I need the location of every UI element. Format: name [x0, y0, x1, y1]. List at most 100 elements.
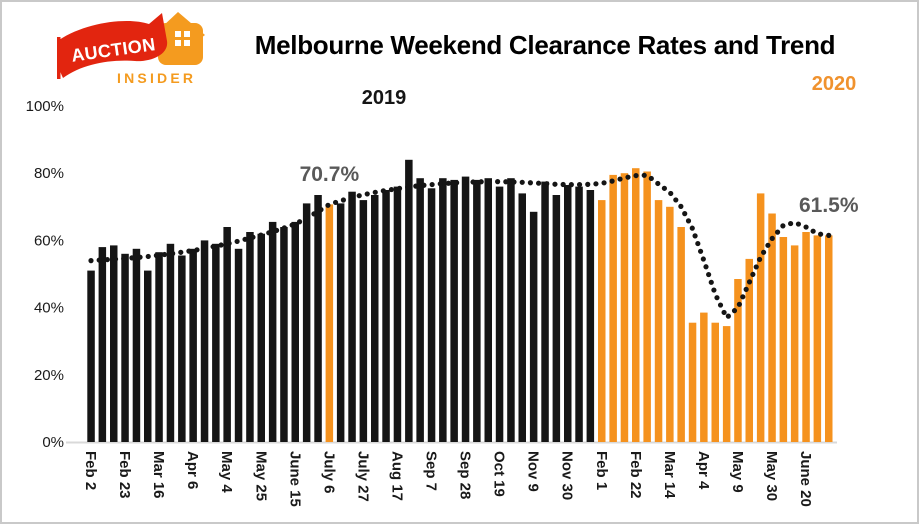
bar-Mar 14	[666, 206, 674, 442]
x-tick-label: Nov 30	[559, 451, 576, 500]
bar-Feb 23	[121, 253, 129, 442]
logo-brand-bottom: INSIDER	[117, 70, 196, 86]
x-tick-label: Feb 23	[116, 451, 133, 499]
x-tick-label: May 25	[252, 451, 269, 501]
chart-title: Melbourne Weekend Clearance Rates and Tr…	[254, 30, 836, 60]
bar-Oct 19	[495, 186, 504, 442]
bar-week-5	[132, 248, 141, 442]
bar-week-51	[654, 200, 663, 442]
y-tick-label: 0%	[42, 434, 64, 451]
bar-week-48	[620, 173, 629, 442]
bar-Nov 30	[564, 185, 572, 442]
bar-week-11	[200, 240, 209, 442]
bar-week-32	[439, 178, 447, 442]
x-tick-label: Mar 14	[661, 451, 678, 499]
x-tick-label: Feb 2	[82, 451, 99, 490]
bar-Apr 6	[189, 248, 197, 442]
bar-June 20	[802, 232, 810, 442]
x-tick-label: Mar 16	[150, 451, 167, 499]
bar-week-38	[507, 178, 515, 442]
bar-Feb 2	[87, 270, 95, 442]
bar-week-18	[280, 227, 288, 442]
x-tick-label: Feb 22	[627, 451, 644, 499]
x-tick-label: Oct 19	[491, 451, 508, 497]
bar-week-27	[382, 190, 390, 442]
bar-week-45	[586, 190, 595, 442]
bar-week-62	[779, 237, 788, 442]
bar-week-60	[756, 193, 765, 442]
x-tick-label: Nov 9	[525, 451, 542, 492]
bar-week-9	[178, 255, 186, 442]
bar-week-44	[575, 186, 583, 442]
bar-Nov 9	[529, 211, 538, 442]
x-tick-label: July 6	[320, 451, 337, 494]
auction-banner: AUCTION	[57, 13, 168, 79]
bar-week-3	[110, 245, 118, 442]
bar-week-50	[643, 171, 651, 442]
bar-Aug 17	[393, 186, 402, 442]
annotation-july6: 70.7%	[299, 163, 360, 187]
bar-week-26	[371, 195, 379, 442]
x-tick-label: Aug 17	[388, 451, 405, 501]
bar-June 15	[291, 221, 299, 442]
bar-Apr 4	[700, 312, 708, 442]
x-tick-label: May 4	[218, 451, 235, 493]
year-label-2020: 2020	[811, 73, 857, 95]
bar-week-39	[518, 193, 526, 442]
bar-May 25	[257, 233, 265, 442]
bar-week-63	[790, 245, 799, 442]
bar-week-30	[416, 178, 424, 442]
bar-week-21	[314, 195, 322, 442]
x-tick-label: July 27	[354, 451, 371, 502]
bar-week-2	[98, 247, 107, 442]
bar-week-14	[234, 248, 243, 442]
y-tick-label: 80%	[34, 165, 64, 182]
bar-week-36	[484, 178, 492, 442]
bar-week-42	[552, 195, 561, 442]
bar-week-29	[405, 159, 413, 443]
year-label-2019: 2019	[361, 87, 407, 109]
bar-week-23	[336, 203, 345, 442]
bar-week-12	[212, 243, 220, 442]
y-tick-label: 20%	[34, 367, 64, 384]
bar-Feb 22	[632, 168, 640, 442]
auction-insider-logo: AUCTION INSIDER	[57, 12, 205, 86]
bar-Mar 16	[155, 252, 163, 442]
bar-week-15	[246, 232, 254, 442]
x-tick-label: Sep 28	[457, 451, 474, 499]
x-tick-label: Sep 7	[423, 451, 440, 491]
x-tick-label: June 15	[286, 451, 303, 507]
bar-week-47	[609, 174, 617, 442]
x-tick-label: May 9	[729, 451, 746, 493]
x-tick-label: Feb 1	[593, 451, 610, 490]
bar-week-41	[541, 181, 549, 442]
bar-July 27	[359, 200, 368, 442]
bar-week-33	[450, 179, 458, 442]
x-tick-label: Apr 4	[695, 451, 712, 490]
bar-week-35	[473, 179, 481, 442]
bar-week-20	[302, 203, 311, 442]
bar-week-53	[677, 227, 685, 442]
trend-line	[88, 172, 832, 322]
bar-week-65	[813, 235, 822, 442]
bar-May 4	[223, 227, 231, 442]
bar-May 30	[768, 213, 776, 442]
x-tick-label: June 20	[797, 451, 814, 507]
y-tick-label: 100%	[26, 98, 64, 115]
annotation-trend-end: 61.5%	[798, 194, 859, 218]
bar-week-57	[722, 326, 731, 442]
bar-week-66	[825, 235, 833, 442]
bar-July 6	[325, 204, 334, 442]
bar-week-24	[348, 191, 356, 442]
y-tick-label: 40%	[34, 300, 64, 317]
bar-Feb 1	[598, 200, 606, 442]
x-tick-label: May 30	[763, 451, 780, 501]
bar-Sep 7	[427, 188, 436, 442]
bar-Sep 28	[461, 176, 470, 442]
bar-week-56	[711, 322, 719, 442]
y-tick-label: 60%	[34, 232, 64, 249]
bar-week-6	[144, 270, 152, 442]
bar-week-8	[166, 243, 175, 442]
